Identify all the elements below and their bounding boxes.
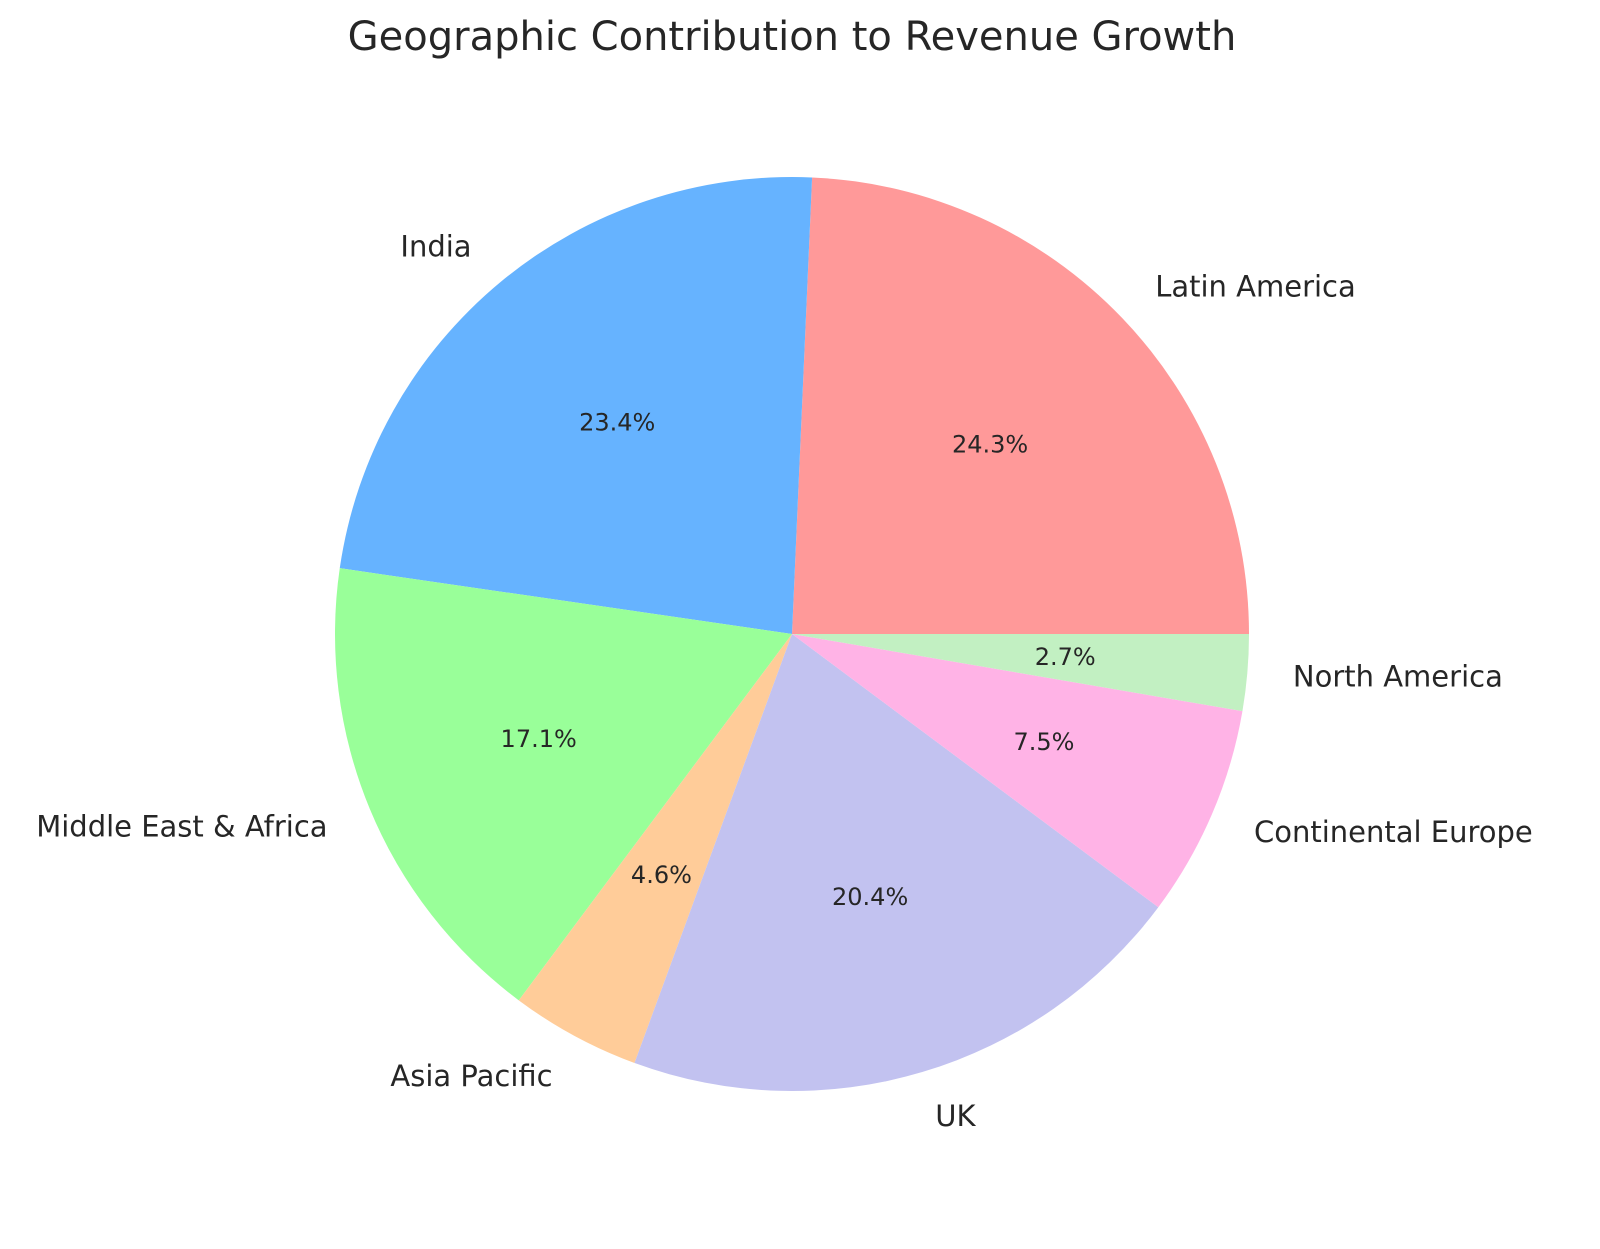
percent-label-latin-america: 24.3% [952, 430, 1028, 458]
slice-label-north-america: North America [1293, 660, 1503, 694]
slice-label-continental-europe: Continental Europe [1254, 815, 1533, 849]
slice-label-middle-east-and-africa: Middle East & Africa [36, 809, 327, 843]
pie-slice-asia-pacific [518, 634, 792, 1064]
slice-labels: Latin America India Middle East & Africa As… [36, 230, 1533, 1133]
percent-label-asia-pacific: 4.6% [631, 861, 692, 889]
percent-label-middle-east-and-africa: 17.1% [501, 725, 577, 753]
pie-slices [335, 177, 1249, 1091]
slice-label-latin-america: Latin America [1155, 269, 1356, 303]
slice-label-india: India [400, 230, 471, 264]
pie-slice-uk [634, 634, 1159, 1091]
percent-labels: 24.3% 23.4% 17.1% 4.6% 20.4% 7.5% 2.7% [501, 409, 1096, 911]
pie-slice-latin-america [792, 177, 1249, 634]
percent-label-north-america: 2.7% [1035, 643, 1096, 671]
percent-label-india: 23.4% [579, 409, 655, 437]
percent-label-uk: 20.4% [832, 883, 908, 911]
pie-slice-india [339, 177, 813, 635]
chart-title: Geographic Contribution to Revenue Growt… [348, 14, 1237, 60]
percent-label-continental-europe: 7.5% [1013, 728, 1074, 756]
slice-label-asia-pacific: Asia Pacific [390, 1059, 552, 1093]
pie-slice-middle-east-and-africa [335, 568, 792, 1001]
slice-label-uk: UK [935, 1099, 976, 1133]
pie-slice-continental-europe [792, 634, 1243, 908]
pie-slice-north-america [792, 634, 1249, 712]
